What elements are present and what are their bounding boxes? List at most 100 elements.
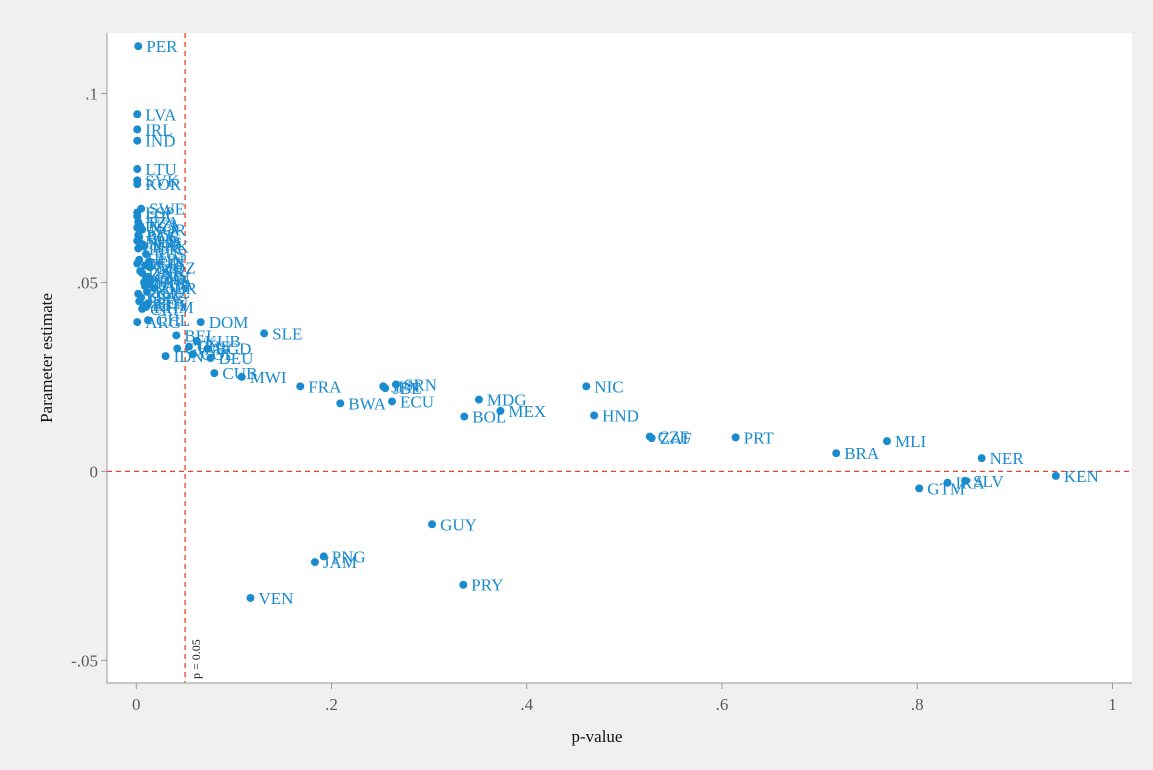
point-label: POL xyxy=(147,228,179,247)
x-tick-label: .2 xyxy=(325,695,338,714)
point-label: FRA xyxy=(308,377,342,396)
point-label: EGY xyxy=(147,292,182,311)
point-label: LTU xyxy=(145,160,177,179)
point-label: PAK xyxy=(146,226,179,245)
data-point xyxy=(188,350,197,359)
point-label: BRA xyxy=(844,444,880,463)
y-axis: -.05 0 .05 .1 xyxy=(71,33,108,683)
point-label: PRY xyxy=(471,576,503,595)
data-point xyxy=(133,318,142,327)
data-point xyxy=(133,136,142,145)
data-point xyxy=(133,110,142,119)
point-label: ITA xyxy=(145,207,173,226)
point-label: UGA xyxy=(157,275,195,294)
data-point xyxy=(144,316,152,325)
x-tick-label: .6 xyxy=(716,695,729,714)
data-point xyxy=(1051,471,1060,480)
data-point xyxy=(459,580,468,589)
data-point xyxy=(246,593,255,602)
data-point xyxy=(428,520,437,529)
data-point xyxy=(172,331,181,340)
point-label: NOR xyxy=(150,221,187,240)
data-point xyxy=(185,342,193,351)
data-point xyxy=(138,225,147,234)
point-label: IDN xyxy=(174,347,204,366)
data-point xyxy=(192,336,201,345)
point-label: CZE xyxy=(658,428,690,447)
data-point xyxy=(133,180,142,189)
point-label: DNK xyxy=(152,238,190,257)
point-label: HUN xyxy=(147,251,184,270)
point-label: JOR xyxy=(151,236,182,255)
data-point xyxy=(133,125,142,134)
point-label: HND xyxy=(602,406,639,425)
point-label: TZA xyxy=(146,213,180,232)
data-point xyxy=(173,344,182,353)
point-label: MLI xyxy=(895,432,927,451)
data-point xyxy=(210,369,219,378)
data-point xyxy=(203,344,212,353)
data-point xyxy=(731,433,740,442)
point-label: PNG xyxy=(332,547,366,566)
data-point xyxy=(590,411,599,420)
point-label: DOM xyxy=(209,313,249,332)
point-label: TUR xyxy=(146,239,181,258)
data-point xyxy=(582,382,591,391)
point-label: ETH xyxy=(152,296,185,315)
point-label: CHL xyxy=(156,311,190,330)
point-label: MWI xyxy=(250,368,287,387)
data-point xyxy=(142,302,151,311)
data-point xyxy=(296,382,305,391)
data-point xyxy=(133,259,142,268)
data-point xyxy=(133,165,142,174)
point-label: PHL xyxy=(159,272,191,291)
y-tick-label: 0 xyxy=(90,462,99,481)
data-point xyxy=(882,437,891,446)
point-label: ROU xyxy=(146,285,182,304)
point-label: KHM xyxy=(154,298,194,317)
point-label: MDG xyxy=(487,391,527,410)
data-point xyxy=(832,449,841,458)
data-point xyxy=(474,395,483,404)
point-label: ZAF xyxy=(660,429,692,448)
point-label: NER xyxy=(990,449,1025,468)
x-tick-label: .8 xyxy=(911,695,924,714)
reference-lines: p = 0.05 xyxy=(107,33,1132,683)
y-tick-label: -.05 xyxy=(71,651,98,670)
data-point xyxy=(161,352,170,361)
point-label: BWA xyxy=(348,394,387,413)
data-point xyxy=(142,250,151,259)
data-point xyxy=(961,476,970,485)
data-point xyxy=(134,42,143,51)
x-tick-label: 0 xyxy=(132,695,141,714)
point-label: AUS xyxy=(148,234,182,253)
point-label: NIC xyxy=(594,377,623,396)
point-label: CHN xyxy=(154,270,190,289)
point-label: KAZ xyxy=(155,283,190,302)
point-label: ZAF xyxy=(150,264,182,283)
point-label: UKR xyxy=(148,262,185,281)
point-label: CRI xyxy=(150,300,179,319)
x-axis: 0 .2 .4 .6 .8 1 xyxy=(107,682,1132,714)
point-label: JAM xyxy=(323,553,357,572)
point-label: KOR xyxy=(145,175,182,194)
point-label: KUB xyxy=(205,332,241,351)
data-point xyxy=(388,397,397,406)
point-label: IND xyxy=(145,132,175,151)
data-point xyxy=(319,552,328,561)
point-label: GUY xyxy=(440,515,477,534)
x-tick-label: .4 xyxy=(520,695,533,714)
point-label: GRC xyxy=(149,289,184,308)
data-point xyxy=(206,354,215,362)
point-label: GTM xyxy=(927,479,965,498)
point-label: BGR xyxy=(145,255,181,274)
x-tick-label: 1 xyxy=(1108,695,1117,714)
data-point xyxy=(336,399,345,408)
point-label: SEN xyxy=(156,294,188,313)
y-tick-label: .1 xyxy=(85,84,98,103)
plot-area xyxy=(107,33,1132,683)
point-label: NLD xyxy=(145,232,180,251)
point-label: PER xyxy=(146,37,178,56)
point-label: SWE xyxy=(149,200,185,219)
